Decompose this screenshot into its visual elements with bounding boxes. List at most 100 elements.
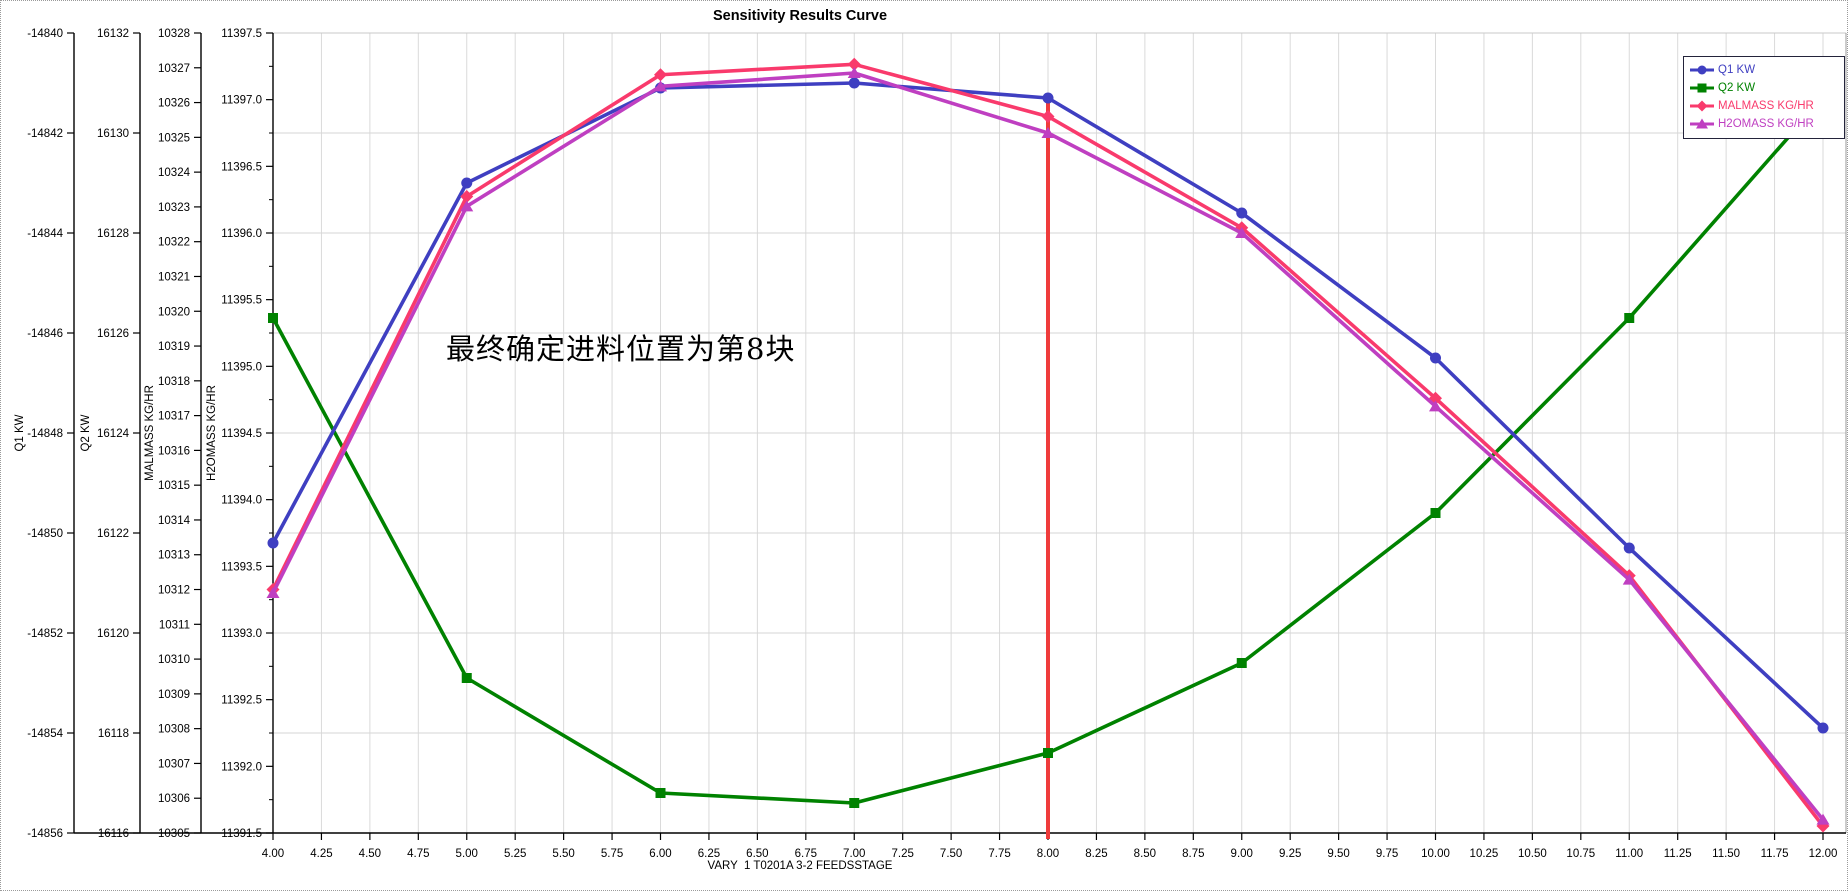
svg-text:4.00: 4.00 <box>262 848 284 860</box>
svg-text:16118: 16118 <box>98 728 129 740</box>
svg-text:6.50: 6.50 <box>746 848 768 860</box>
y1-axis-title: Q1 KW <box>14 414 26 452</box>
svg-text:-14850: -14850 <box>27 528 63 540</box>
svg-text:8.50: 8.50 <box>1134 848 1156 860</box>
svg-text:8.25: 8.25 <box>1085 848 1107 860</box>
svg-text:6.75: 6.75 <box>795 848 817 860</box>
svg-text:-14846: -14846 <box>27 328 63 340</box>
svg-text:11395.0: 11395.0 <box>221 361 262 373</box>
svg-text:10311: 10311 <box>159 619 190 631</box>
svg-text:-14856: -14856 <box>27 828 63 840</box>
svg-text:10326: 10326 <box>158 98 190 110</box>
svg-text:10305: 10305 <box>158 828 190 840</box>
svg-text:11393.0: 11393.0 <box>221 628 262 640</box>
svg-text:7.75: 7.75 <box>988 848 1010 860</box>
y3-axis-title: MALMASS KG/HR <box>144 385 156 481</box>
svg-text:11391.5: 11391.5 <box>221 828 262 840</box>
svg-text:10307: 10307 <box>158 758 190 770</box>
svg-text:10319: 10319 <box>158 341 190 353</box>
svg-text:11.25: 11.25 <box>1664 848 1692 860</box>
svg-text:10321: 10321 <box>158 271 190 283</box>
svg-text:11394.0: 11394.0 <box>221 495 262 507</box>
svg-text:10.00: 10.00 <box>1421 848 1450 860</box>
svg-text:10315: 10315 <box>158 480 190 492</box>
svg-text:6.25: 6.25 <box>698 848 720 860</box>
h2omass-line-triangle-icon <box>1690 118 1714 129</box>
legend-item-malmass: MALMASS KG/HR <box>1690 97 1838 115</box>
svg-text:-14844: -14844 <box>27 228 63 240</box>
svg-text:-14842: -14842 <box>27 128 63 140</box>
svg-text:11397.5: 11397.5 <box>221 28 262 40</box>
svg-text:9.00: 9.00 <box>1231 848 1253 860</box>
svg-text:16116: 16116 <box>98 828 129 840</box>
malmass-line-diamond-icon <box>1690 100 1714 112</box>
svg-text:10327: 10327 <box>158 63 190 75</box>
svg-text:16124: 16124 <box>97 428 130 440</box>
svg-text:11.50: 11.50 <box>1712 848 1740 860</box>
svg-text:10312: 10312 <box>158 585 190 597</box>
legend-item-q2: Q2 KW <box>1690 79 1838 97</box>
svg-text:16130: 16130 <box>97 128 129 140</box>
svg-text:10.75: 10.75 <box>1566 848 1595 860</box>
chart-title: Sensitivity Results Curve <box>712 8 888 24</box>
svg-text:16132: 16132 <box>97 28 129 40</box>
q1-line-circle-icon <box>1690 65 1714 75</box>
svg-text:16128: 16128 <box>97 228 129 240</box>
svg-text:11392.0: 11392.0 <box>221 761 262 773</box>
legend-label: Q1 KW <box>1718 64 1756 76</box>
svg-text:8.75: 8.75 <box>1182 848 1204 860</box>
svg-text:4.75: 4.75 <box>407 848 429 860</box>
svg-text:10310: 10310 <box>158 654 190 666</box>
svg-text:10313: 10313 <box>158 550 190 562</box>
svg-text:11392.5: 11392.5 <box>221 695 262 707</box>
svg-text:16126: 16126 <box>97 328 129 340</box>
svg-text:10320: 10320 <box>158 306 190 318</box>
svg-text:11394.5: 11394.5 <box>221 428 262 440</box>
svg-text:5.75: 5.75 <box>601 848 623 860</box>
svg-text:10309: 10309 <box>158 689 190 701</box>
svg-text:12.00: 12.00 <box>1809 848 1838 860</box>
svg-text:7.25: 7.25 <box>891 848 913 860</box>
svg-text:10308: 10308 <box>158 724 190 736</box>
svg-text:6.00: 6.00 <box>649 848 671 860</box>
svg-text:11395.5: 11395.5 <box>221 295 262 307</box>
svg-text:16120: 16120 <box>97 628 129 640</box>
svg-text:7.50: 7.50 <box>940 848 962 860</box>
svg-text:10317: 10317 <box>158 411 190 423</box>
svg-text:9.50: 9.50 <box>1327 848 1349 860</box>
x-axis-title: VARY 1 T0201A 3-2 FEEDSSTAGE <box>707 860 893 872</box>
svg-text:7.00: 7.00 <box>843 848 865 860</box>
legend-label: Q2 KW <box>1718 82 1756 94</box>
svg-text:5.00: 5.00 <box>456 848 478 860</box>
svg-text:10.25: 10.25 <box>1470 848 1499 860</box>
svg-text:5.50: 5.50 <box>552 848 574 860</box>
svg-text:10316: 10316 <box>158 445 190 457</box>
svg-text:4.50: 4.50 <box>359 848 381 860</box>
svg-text:10328: 10328 <box>158 28 190 40</box>
svg-text:5.25: 5.25 <box>504 848 526 860</box>
svg-text:11397.0: 11397.0 <box>221 95 262 107</box>
svg-text:11.00: 11.00 <box>1615 848 1643 860</box>
svg-text:-14840: -14840 <box>27 28 63 40</box>
svg-text:10314: 10314 <box>158 515 191 527</box>
svg-text:8.00: 8.00 <box>1037 848 1059 860</box>
legend-label: H2OMASS KG/HR <box>1718 118 1814 130</box>
svg-text:11393.5: 11393.5 <box>221 561 262 573</box>
svg-text:10318: 10318 <box>158 376 190 388</box>
legend-label: MALMASS KG/HR <box>1718 100 1814 112</box>
svg-text:11396.5: 11396.5 <box>221 161 262 173</box>
svg-text:16122: 16122 <box>97 528 129 540</box>
svg-text:-14852: -14852 <box>27 628 63 640</box>
q2-line-square-icon <box>1690 83 1714 93</box>
svg-text:10322: 10322 <box>158 237 190 249</box>
svg-text:-14848: -14848 <box>27 428 63 440</box>
y4-axis-title: H2OMASS KG/HR <box>206 385 218 481</box>
svg-text:10324: 10324 <box>158 167 191 179</box>
y2-axis-title: Q2 KW <box>80 414 92 452</box>
svg-text:10306: 10306 <box>158 793 190 805</box>
legend-item-q1: Q1 KW <box>1690 61 1838 79</box>
svg-text:-14854: -14854 <box>27 728 63 740</box>
feed-stage-annotation: 最终确定进料位置为第8块 <box>446 332 796 366</box>
